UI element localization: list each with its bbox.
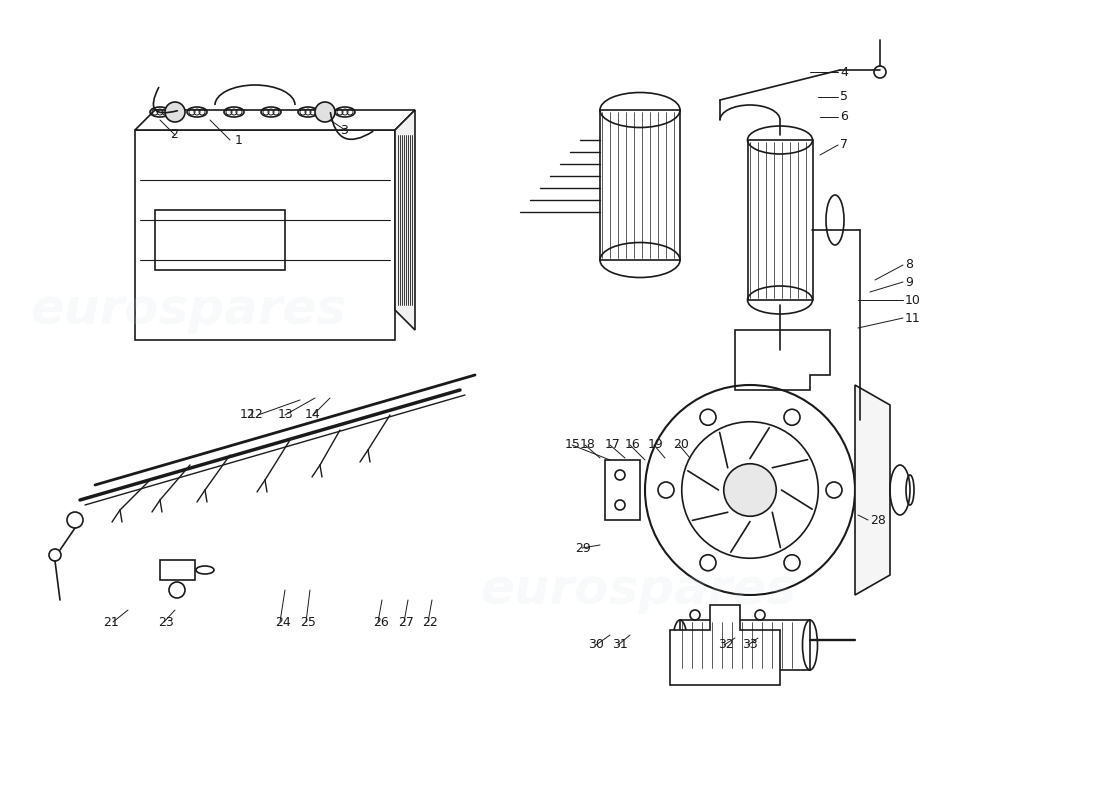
Text: 5: 5: [840, 90, 848, 103]
Text: 24: 24: [275, 615, 290, 629]
Text: 21: 21: [103, 615, 119, 629]
Text: 27: 27: [398, 615, 414, 629]
Text: 16: 16: [625, 438, 640, 451]
Polygon shape: [395, 110, 415, 330]
Text: 11: 11: [905, 311, 921, 325]
Text: 23: 23: [158, 615, 174, 629]
Text: 14: 14: [305, 409, 321, 422]
Text: 25: 25: [300, 615, 316, 629]
Text: 19: 19: [648, 438, 663, 451]
Text: 13: 13: [278, 409, 294, 422]
Polygon shape: [735, 330, 830, 390]
Text: 33: 33: [742, 638, 758, 651]
Text: 8: 8: [905, 258, 913, 271]
Polygon shape: [670, 605, 780, 685]
Text: 4: 4: [840, 66, 848, 78]
Text: 12: 12: [240, 409, 255, 422]
Text: 28: 28: [870, 514, 886, 526]
Bar: [155, 210, 285, 270]
Text: 12: 12: [248, 409, 264, 422]
Bar: [160, 560, 195, 580]
Text: 30: 30: [588, 638, 604, 651]
Text: 9: 9: [905, 275, 913, 289]
Bar: [680, 620, 810, 670]
Bar: [748, 140, 813, 300]
Circle shape: [315, 102, 336, 122]
Text: 10: 10: [905, 294, 921, 306]
Text: 7: 7: [840, 138, 848, 151]
Text: 6: 6: [840, 110, 848, 123]
Text: 31: 31: [612, 638, 628, 651]
Text: 26: 26: [373, 615, 388, 629]
Text: 1: 1: [235, 134, 243, 146]
Text: 20: 20: [673, 438, 689, 451]
Polygon shape: [855, 385, 890, 595]
Text: 29: 29: [575, 542, 591, 554]
Text: 18: 18: [580, 438, 596, 451]
Text: eurospares: eurospares: [480, 566, 796, 614]
Polygon shape: [605, 460, 640, 520]
Text: 22: 22: [422, 615, 438, 629]
Bar: [600, 110, 680, 260]
Text: 32: 32: [718, 638, 734, 651]
Circle shape: [165, 102, 185, 122]
Circle shape: [724, 464, 777, 516]
Text: 3: 3: [340, 123, 348, 137]
Text: 15: 15: [565, 438, 581, 451]
Polygon shape: [135, 110, 415, 130]
Text: 17: 17: [605, 438, 620, 451]
Text: 2: 2: [170, 129, 178, 142]
Text: eurospares: eurospares: [30, 286, 346, 334]
Bar: [135, 130, 395, 340]
